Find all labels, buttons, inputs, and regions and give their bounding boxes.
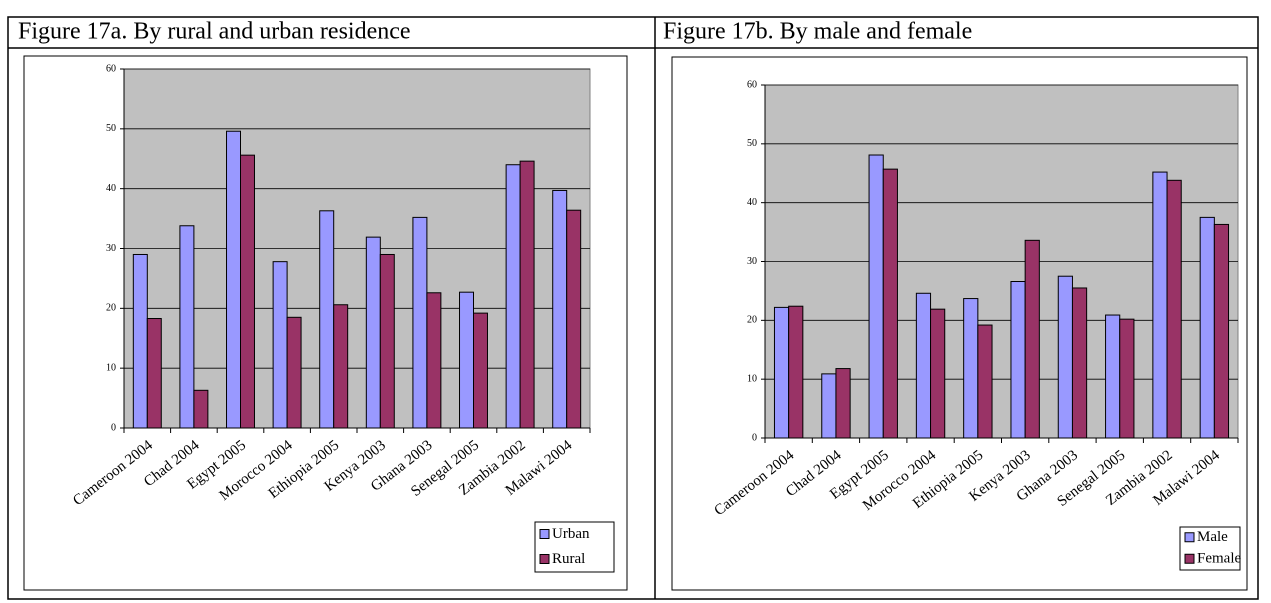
bar — [146, 318, 162, 429]
bar — [977, 324, 993, 439]
bar — [240, 154, 255, 429]
legend-swatch — [1184, 553, 1195, 564]
legend-label: Rural — [552, 551, 585, 567]
bar — [1010, 281, 1026, 439]
y-tick-label: 0 — [111, 422, 116, 433]
y-tick-label: 20 — [747, 315, 757, 326]
legend-swatch — [539, 529, 550, 539]
bar — [1199, 216, 1215, 439]
bar — [132, 253, 148, 429]
y-tick-label: 60 — [747, 79, 757, 90]
bar — [333, 304, 349, 429]
bar — [930, 308, 946, 439]
bar — [286, 316, 302, 429]
legend-label: Female — [1197, 551, 1241, 567]
legend-swatch — [1184, 532, 1195, 543]
table-border — [7, 16, 1259, 600]
bar — [412, 216, 428, 429]
bar — [226, 130, 242, 429]
bar — [319, 210, 335, 429]
bar — [882, 168, 898, 439]
bar — [552, 189, 568, 429]
y-tick-label: 40 — [747, 197, 757, 208]
bar — [915, 292, 932, 439]
bar — [272, 261, 288, 429]
y-tick-label: 50 — [747, 138, 757, 149]
bar — [365, 236, 381, 429]
y-tick-label: 10 — [747, 373, 757, 384]
y-tick-label: 0 — [752, 432, 757, 443]
bar — [566, 209, 582, 429]
bar — [1024, 239, 1040, 439]
bar — [1119, 318, 1135, 439]
bar — [473, 312, 488, 429]
bar — [505, 164, 521, 429]
y-tick-label: 40 — [106, 183, 116, 194]
bar — [179, 225, 195, 429]
bar — [1071, 287, 1088, 439]
y-tick-label: 30 — [747, 256, 757, 267]
y-tick-label: 20 — [106, 303, 116, 314]
y-tick-label: 30 — [106, 243, 116, 254]
figure-caption: Figure 17b. By male and female — [663, 19, 972, 45]
bar — [1105, 314, 1121, 439]
legend-swatch — [539, 554, 550, 564]
y-tick-label: 50 — [106, 123, 116, 134]
bar — [963, 298, 979, 439]
bar — [426, 292, 442, 429]
y-tick-label: 10 — [106, 362, 116, 373]
bar — [1213, 223, 1230, 439]
bar — [773, 306, 790, 439]
bar — [868, 154, 884, 439]
bar — [1166, 179, 1182, 439]
bar — [1152, 171, 1168, 439]
bar — [788, 305, 804, 439]
figure-caption: Figure 17a. By rural and urban residence — [18, 19, 411, 45]
bar — [821, 373, 837, 439]
y-tick-label: 60 — [106, 63, 116, 74]
bar — [1057, 275, 1073, 439]
legend-label: Male — [1197, 529, 1228, 545]
bar — [519, 160, 535, 429]
bar — [379, 253, 395, 429]
legend-label: Urban — [552, 526, 590, 542]
bar — [459, 291, 474, 429]
bar — [193, 389, 209, 429]
bar — [835, 368, 851, 439]
